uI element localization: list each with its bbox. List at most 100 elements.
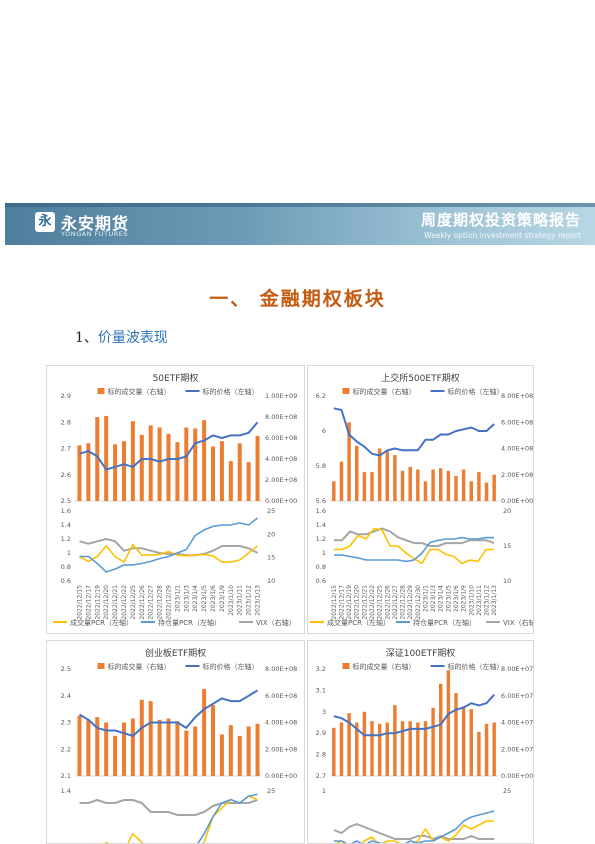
date-tick-label: 2023/1/10 bbox=[228, 585, 235, 616]
date-tick-label: 2022/12/21 bbox=[112, 585, 119, 620]
left-axis-tick: 2.1 bbox=[61, 772, 71, 780]
lower-legend-label: VIX（右轴） bbox=[256, 618, 296, 627]
date-tick-label: 2023/1/11 bbox=[237, 585, 244, 616]
volume-bar bbox=[461, 469, 466, 501]
right-axis-tick: 6.00E+08 bbox=[265, 692, 297, 700]
left-axis-tick: 2.7 bbox=[316, 772, 326, 780]
date-tick-label: 2022/12/26 bbox=[139, 585, 146, 620]
volume-bar bbox=[175, 721, 180, 776]
date-tick-label: 2022/12/20 bbox=[354, 585, 361, 620]
left-axis-tick: 2.6 bbox=[61, 471, 71, 479]
volume-bar bbox=[148, 701, 153, 776]
vix-line bbox=[334, 527, 495, 547]
volume-bar bbox=[416, 469, 420, 501]
lower-legend-label: 成交量PCR（左轴） bbox=[70, 618, 133, 627]
volume-bar bbox=[211, 446, 216, 501]
volume-bar bbox=[400, 470, 405, 501]
volume-bar bbox=[408, 721, 412, 776]
volume-bar bbox=[469, 481, 473, 501]
date-tick-label: 2022/12/28 bbox=[157, 585, 164, 620]
date-tick-label: 2022/12/21 bbox=[361, 585, 368, 620]
date-tick-label: 2022/12/29 bbox=[407, 585, 414, 620]
right-axis-tick: 4.00E+08 bbox=[265, 719, 297, 727]
volume-bar bbox=[202, 689, 207, 776]
legend-volume: 标的成交量（右轴） bbox=[108, 387, 171, 396]
date-tick-label: 2023/1/11 bbox=[476, 585, 483, 616]
date-tick-label: 2022/12/17 bbox=[338, 585, 345, 620]
legend-volume-swatch bbox=[97, 663, 105, 669]
chart-title: 深证100ETF期权 bbox=[386, 647, 456, 659]
right-axis-tick: 8.00E+07 bbox=[501, 665, 533, 673]
legend-price: 标的价格（左轴） bbox=[203, 662, 259, 671]
volume-bar bbox=[492, 474, 496, 501]
pcr-oi-line bbox=[197, 793, 258, 843]
price-line bbox=[333, 407, 495, 457]
volume-bar bbox=[237, 735, 242, 776]
legend-volume: 标的成交量（右轴） bbox=[353, 387, 416, 396]
lower-left-axis-tick: 1.6 bbox=[316, 507, 326, 515]
left-axis-tick: 6 bbox=[322, 427, 326, 435]
chart-panel-sz100etf: 深证100ETF期权 标的成交量（右轴） 标的价格（左轴） 2.7 2.8 2.9 3 3.1… bbox=[307, 640, 534, 844]
volume-bar bbox=[416, 722, 420, 776]
right-axis-tick: 0.00E+00 bbox=[501, 497, 533, 505]
chart-panel-cyb-etf: 创业板ETF期权 标的成交量（右轴） 标的价格（左轴） 2.1 2.2 2.3 2.4 2.5… bbox=[46, 640, 305, 844]
lower-left-axis-tick: 1.2 bbox=[316, 535, 326, 543]
date-tick-label: 2023/1/13 bbox=[491, 585, 498, 616]
lower-left-axis-tick: 1 bbox=[322, 549, 326, 557]
lower-legend-label: 持仓量PCR（左轴） bbox=[413, 618, 476, 627]
right-axis-tick: 1.00E+09 bbox=[265, 392, 297, 400]
volume-bar bbox=[211, 705, 216, 776]
right-axis-tick: 6.00E+07 bbox=[501, 692, 533, 700]
left-axis-tick: 2.9 bbox=[316, 729, 326, 737]
volume-bar bbox=[228, 461, 233, 501]
date-tick-label: 2023/1/4 bbox=[438, 585, 445, 612]
right-axis-tick: 2.00E+08 bbox=[265, 476, 297, 484]
volume-bar bbox=[202, 420, 207, 501]
volume-bar bbox=[370, 472, 374, 501]
lower-left-axis-tick: 1.4 bbox=[61, 521, 71, 529]
volume-bar bbox=[255, 723, 260, 776]
banner-stripe bbox=[5, 203, 595, 207]
right-axis-tick: 0.00E+00 bbox=[265, 497, 297, 505]
volume-bar bbox=[95, 417, 100, 501]
pcr-volume-line bbox=[104, 795, 258, 843]
volume-bar bbox=[184, 427, 189, 501]
lower-legend-label: VIX（右轴） bbox=[503, 618, 533, 627]
subsection-label: 价量波表现 bbox=[97, 330, 168, 346]
subsection-title: 1、价量波表现 bbox=[75, 327, 168, 347]
volume-bar bbox=[477, 472, 481, 501]
pcr-oi-line bbox=[79, 517, 258, 573]
volume-bar bbox=[385, 722, 389, 776]
lower-right-axis-tick: 20 bbox=[503, 507, 511, 515]
chart-panel-500etf: 上交所500ETF期权 标的成交量（右轴） 标的价格（左轴） 5.6 5.8 6 6.2 0.… bbox=[307, 365, 534, 634]
volume-bar bbox=[175, 442, 180, 501]
section-title: 一、 金融期权板块 bbox=[209, 288, 386, 310]
volume-bar bbox=[166, 433, 171, 501]
volume-bar bbox=[461, 706, 466, 776]
date-tick-label: 2022/12/15 bbox=[76, 585, 83, 620]
volume-bar bbox=[347, 422, 351, 501]
date-tick-label: 2023/1/3 bbox=[183, 585, 190, 612]
right-axis-tick: 6.00E+08 bbox=[265, 434, 297, 442]
volume-bar bbox=[339, 461, 344, 501]
left-axis-tick: 2.8 bbox=[61, 418, 71, 426]
volume-bar bbox=[393, 455, 397, 501]
report-banner: 永 永安期货 YONGAN FUTURES 周度期权投资策略报告 Weekly … bbox=[5, 203, 595, 245]
lower-left-axis-tick: 1.6 bbox=[61, 507, 71, 515]
legend-volume-swatch bbox=[342, 663, 350, 669]
subsection-number: 1、 bbox=[75, 330, 98, 346]
left-axis-tick: 5.8 bbox=[316, 462, 326, 470]
left-axis-tick: 3 bbox=[322, 708, 326, 716]
left-axis-tick: 2.9 bbox=[61, 392, 71, 400]
right-axis-tick: 8.00E+08 bbox=[265, 665, 297, 673]
date-tick-label: 2023/1/5 bbox=[201, 585, 208, 612]
volume-bar bbox=[377, 448, 382, 501]
lower-left-axis-tick: 1 bbox=[67, 549, 71, 557]
lower-left-axis-tick: 0.6 bbox=[316, 577, 326, 585]
date-tick-label: 2022/12/15 bbox=[331, 585, 338, 620]
volume-bar bbox=[385, 451, 389, 501]
date-tick-label: 2022/12/20 bbox=[103, 585, 110, 620]
date-tick-label: 2023/1/5 bbox=[445, 585, 452, 612]
volume-bar bbox=[431, 469, 435, 501]
